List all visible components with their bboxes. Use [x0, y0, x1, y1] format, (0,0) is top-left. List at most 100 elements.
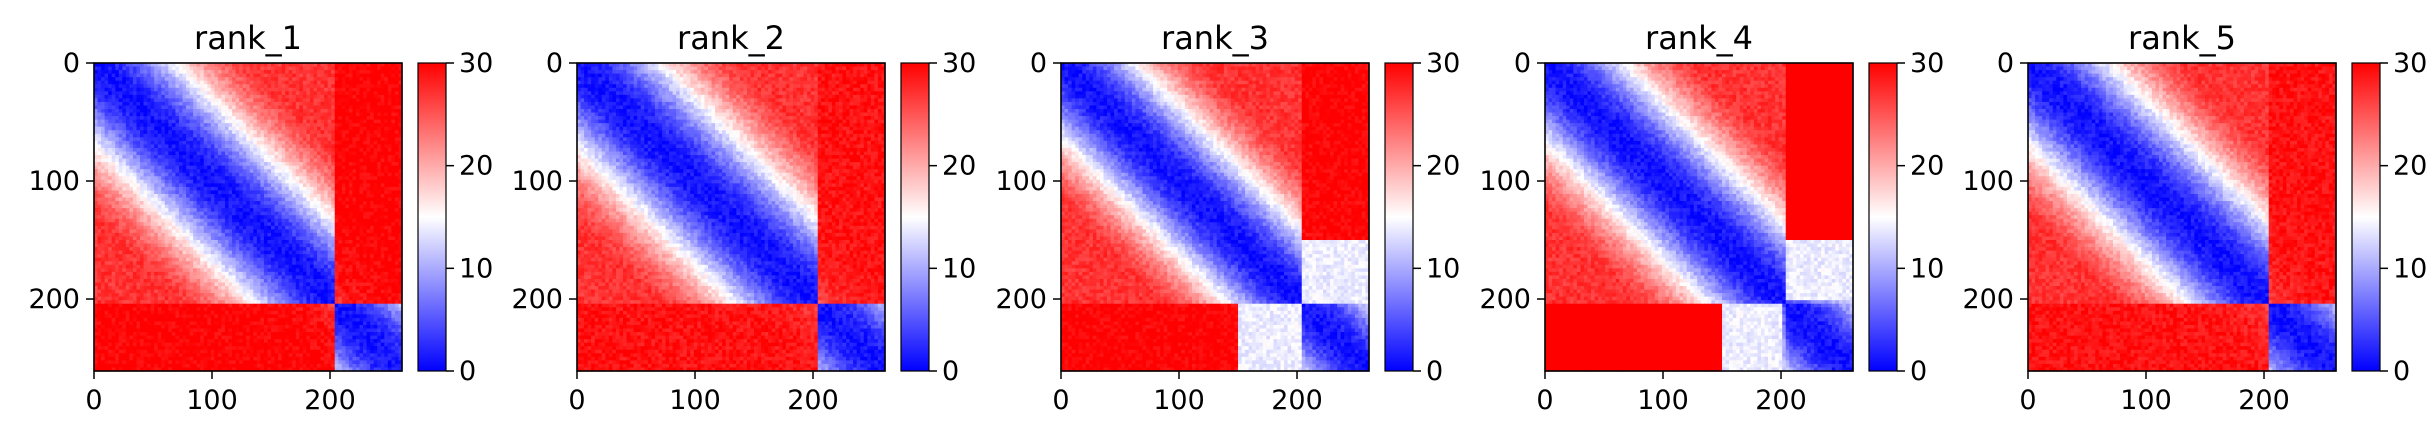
heatmap-cell: [384, 183, 388, 187]
heatmap-cell: [388, 194, 392, 198]
heatmap-cell: [282, 70, 286, 74]
heatmap-cell: [257, 148, 261, 152]
heatmap-cell: [303, 205, 307, 209]
heatmap-cell: [115, 180, 119, 184]
heatmap-cell: [335, 166, 339, 170]
heatmap-cell: [129, 109, 133, 113]
heatmap-cell: [204, 226, 208, 230]
heatmap-cell: [257, 130, 261, 134]
heatmap-cell: [331, 215, 335, 219]
heatmap-cell: [186, 67, 190, 71]
heatmap-cell: [331, 81, 335, 85]
heatmap-cell: [115, 95, 119, 99]
heatmap-cell: [200, 208, 204, 212]
heatmap-cell: [388, 219, 392, 223]
heatmap-cell: [278, 183, 282, 187]
heatmap-cell: [292, 183, 296, 187]
heatmap-cell: [352, 102, 356, 106]
heatmap-cell: [352, 173, 356, 177]
heatmap-cell: [108, 130, 112, 134]
heatmap-cell: [345, 105, 349, 109]
heatmap-cell: [190, 155, 194, 159]
heatmap-cell: [278, 176, 282, 180]
heatmap-cell: [264, 127, 268, 131]
heatmap-cell: [391, 88, 395, 92]
heatmap-cell: [310, 88, 314, 92]
heatmap-cell: [122, 109, 126, 113]
heatmap-cell: [229, 148, 233, 152]
heatmap-cell: [377, 166, 381, 170]
heatmap-cell: [363, 183, 367, 187]
heatmap-cell: [246, 123, 250, 127]
heatmap-cell: [122, 219, 126, 223]
heatmap-cell: [112, 98, 116, 102]
heatmap-cell: [342, 180, 346, 184]
heatmap-cell: [257, 134, 261, 138]
heatmap-cell: [345, 190, 349, 194]
heatmap-cell: [321, 105, 325, 109]
heatmap-cell: [140, 74, 144, 78]
heatmap-cell: [140, 229, 144, 233]
heatmap-cell: [119, 198, 123, 202]
heatmap-cell: [381, 176, 385, 180]
heatmap-cell: [313, 183, 317, 187]
heatmap-cell: [190, 148, 194, 152]
heatmap-cell: [381, 88, 385, 92]
heatmap-cell: [218, 152, 222, 156]
heatmap-cell: [151, 102, 155, 106]
heatmap-cell: [342, 190, 346, 194]
heatmap-cell: [253, 176, 257, 180]
heatmap-cell: [335, 123, 339, 127]
heatmap-cell: [384, 162, 388, 166]
heatmap-cell: [115, 190, 119, 194]
heatmap-cell: [147, 95, 151, 99]
heatmap-cell: [310, 194, 314, 198]
heatmap-cell: [356, 212, 360, 216]
heatmap-cell: [260, 141, 264, 145]
heatmap-cell: [183, 127, 187, 131]
heatmap-cell: [377, 173, 381, 177]
heatmap-cell: [360, 183, 364, 187]
heatmap-cell: [229, 152, 233, 156]
heatmap-cell: [285, 109, 289, 113]
heatmap-cell: [193, 84, 197, 88]
heatmap-cell: [335, 130, 339, 134]
heatmap-cell: [289, 88, 293, 92]
heatmap-cell: [306, 222, 310, 226]
heatmap-cell: [335, 127, 339, 131]
heatmap-cell: [129, 120, 133, 124]
heatmap-cell: [306, 198, 310, 202]
heatmap-cell: [229, 176, 233, 180]
heatmap-cell: [154, 84, 158, 88]
heatmap-cell: [260, 166, 264, 170]
heatmap-cell: [271, 205, 275, 209]
heatmap-cell: [161, 127, 165, 131]
heatmap-cell: [250, 74, 254, 78]
heatmap-cell: [260, 155, 264, 159]
heatmap-cell: [105, 183, 109, 187]
heatmap-cell: [264, 222, 268, 226]
heatmap-cell: [126, 134, 130, 138]
heatmap-cell: [218, 215, 222, 219]
heatmap-cell: [158, 148, 162, 152]
heatmap-cell: [335, 187, 339, 191]
heatmap-cell: [367, 120, 371, 124]
heatmap-cell: [172, 152, 176, 156]
heatmap-cell: [257, 176, 261, 180]
heatmap-cell: [115, 88, 119, 92]
heatmap-cell: [313, 205, 317, 209]
heatmap-cell: [328, 155, 332, 159]
heatmap-cell: [133, 183, 137, 187]
heatmap-cell: [264, 173, 268, 177]
heatmap-cell: [122, 166, 126, 170]
heatmap-cell: [144, 102, 148, 106]
heatmap-cell: [306, 194, 310, 198]
heatmap-cell: [289, 67, 293, 71]
heatmap-cell: [317, 130, 321, 134]
heatmap-cell: [200, 226, 204, 230]
heatmap-cell: [165, 166, 169, 170]
heatmap-cell: [292, 176, 296, 180]
heatmap-cell: [154, 105, 158, 109]
heatmap-cell: [377, 205, 381, 209]
heatmap-cell: [115, 123, 119, 127]
